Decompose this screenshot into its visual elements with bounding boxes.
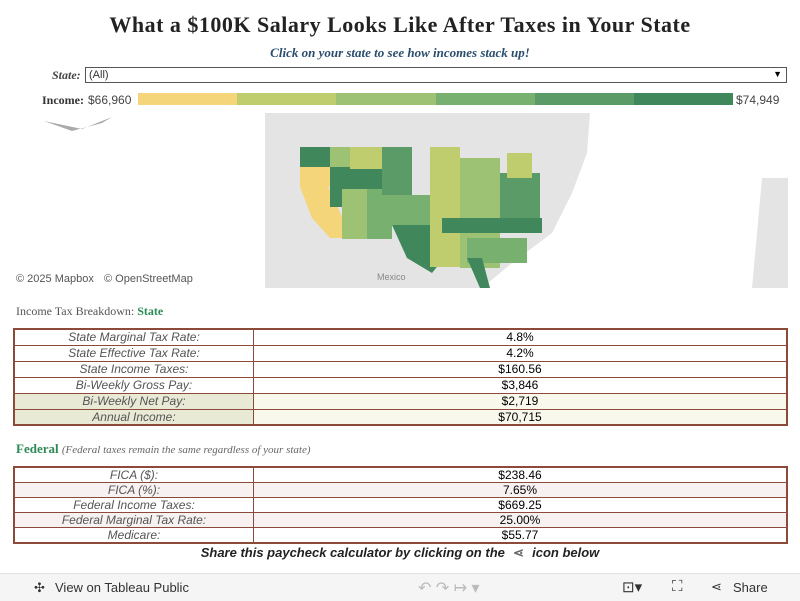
row-value: 25.00% (253, 512, 788, 528)
undo[interactable]: ↶ ↷ ↦ ▾ (418, 580, 480, 597)
table-row: State Effective Tax Rate: 4.2% (13, 344, 788, 362)
row-value: $669.25 (253, 497, 788, 513)
row-value: 4.8% (253, 328, 788, 346)
table-row: Bi-Weekly Gross Pay: $3,846 (13, 376, 788, 394)
attribution: © OpenStreetMap (104, 273, 193, 285)
attribution: © 2025 Mapbox (16, 273, 94, 285)
row-value: 4.2% (253, 344, 788, 362)
table-row: State Marginal Tax Rate: 4.8% (13, 328, 788, 346)
section-heading: Federal (Federal taxes remain the same r… (16, 441, 311, 457)
share-button[interactable]: Share (733, 580, 768, 595)
fullscreen[interactable]: ⛶ (672, 578, 683, 595)
row-value: $160.56 (253, 360, 788, 378)
land (752, 178, 788, 288)
row-label: Medicare: (13, 527, 254, 544)
legend-label: Income: (42, 93, 84, 107)
map[interactable]: © 2025 Mapbox © OpenStreetMap Mexico (12, 113, 788, 288)
row-label: FICA ($): (13, 466, 254, 483)
dropdown-value: (All) (89, 69, 109, 81)
legend-swatch (534, 93, 634, 105)
view-link[interactable]: View on Tableau Public (55, 580, 189, 595)
row-label: Bi-Weekly Gross Pay: (13, 376, 254, 394)
legend-swatch (336, 93, 436, 105)
table-row: Medicare: $55.77 (13, 527, 788, 544)
row-label: Federal Marginal Tax Rate: (13, 512, 254, 528)
table-row: FICA ($): $238.46 (13, 466, 788, 483)
section-title: Federal (16, 441, 59, 456)
share-text: icon below (532, 545, 600, 560)
legend-min: $66,960 (88, 93, 132, 107)
legend-max: $74,949 (736, 93, 780, 107)
legend-swatch (633, 93, 734, 105)
toolbar: ✣ View on Tableau Public ↶ ↷ ↦ ▾ ⊡▾ ⛶ ⋖ … (0, 573, 800, 601)
federal-table: FICA ($): $238.46 FICA (%): 7.65% Federal In… (13, 466, 788, 544)
row-value: $55.77 (253, 527, 788, 544)
row-value: 7.65% (253, 482, 788, 498)
table-row: FICA (%): 7.65% (13, 482, 788, 498)
row-label: FICA (%): (13, 482, 254, 498)
state-dropdown[interactable]: (All) ▼ (85, 67, 787, 83)
states (300, 147, 542, 288)
row-label: Annual Income: (13, 408, 254, 426)
legend-swatch (237, 93, 337, 105)
tableau-icon: ✣ (34, 580, 45, 595)
row-label: State Income Taxes: (13, 360, 254, 378)
section-highlight: State (137, 304, 164, 318)
row-label: Bi-Weekly Net Pay: (13, 392, 254, 410)
title: What a $100K Salary Looks Like After Tax… (109, 12, 691, 37)
row-value: $3,846 (253, 376, 788, 394)
share-text: Share this paycheck calculator by clicki… (200, 545, 505, 560)
table-row: Annual Income: $70,715 (13, 408, 788, 426)
section-title: Income Tax Breakdown: (16, 304, 135, 318)
row-label: State Marginal Tax Rate: (13, 328, 254, 346)
table-row: State Income Taxes: $160.56 (13, 360, 788, 378)
place-label: Mexico (377, 272, 406, 282)
section-heading: Income Tax Breakdown: State (16, 304, 163, 319)
share-icon: ⋖ (711, 579, 722, 594)
dropdown-arrow: ▼ (773, 69, 782, 79)
download[interactable]: ⊡▾ (622, 579, 643, 596)
share-icon: ⋖ (513, 545, 524, 560)
legend-swatch (138, 93, 238, 105)
row-label: State Effective Tax Rate: (13, 344, 254, 362)
row-value: $70,715 (253, 408, 788, 426)
subtitle: Click on your state to see how incomes s… (270, 45, 530, 60)
island (44, 117, 112, 131)
legend-swatch (435, 93, 535, 105)
row-label: Federal Income Taxes: (13, 497, 254, 513)
state-table: State Marginal Tax Rate: 4.8% State Effect… (13, 328, 788, 426)
share-hint: Share this paycheck calculator by clicki… (0, 545, 800, 561)
row-value: $238.46 (253, 466, 788, 483)
table-row: Bi-Weekly Net Pay: $2,719 (13, 392, 788, 410)
legend-bar (138, 93, 734, 105)
table-row: Federal Income Taxes: $669.25 (13, 497, 788, 513)
table-row: Federal Marginal Tax Rate: 25.00% (13, 512, 788, 528)
section-note: (Federal taxes remain the same regardles… (61, 444, 311, 456)
row-value: $2,719 (253, 392, 788, 410)
filter-label: State: (52, 68, 81, 82)
